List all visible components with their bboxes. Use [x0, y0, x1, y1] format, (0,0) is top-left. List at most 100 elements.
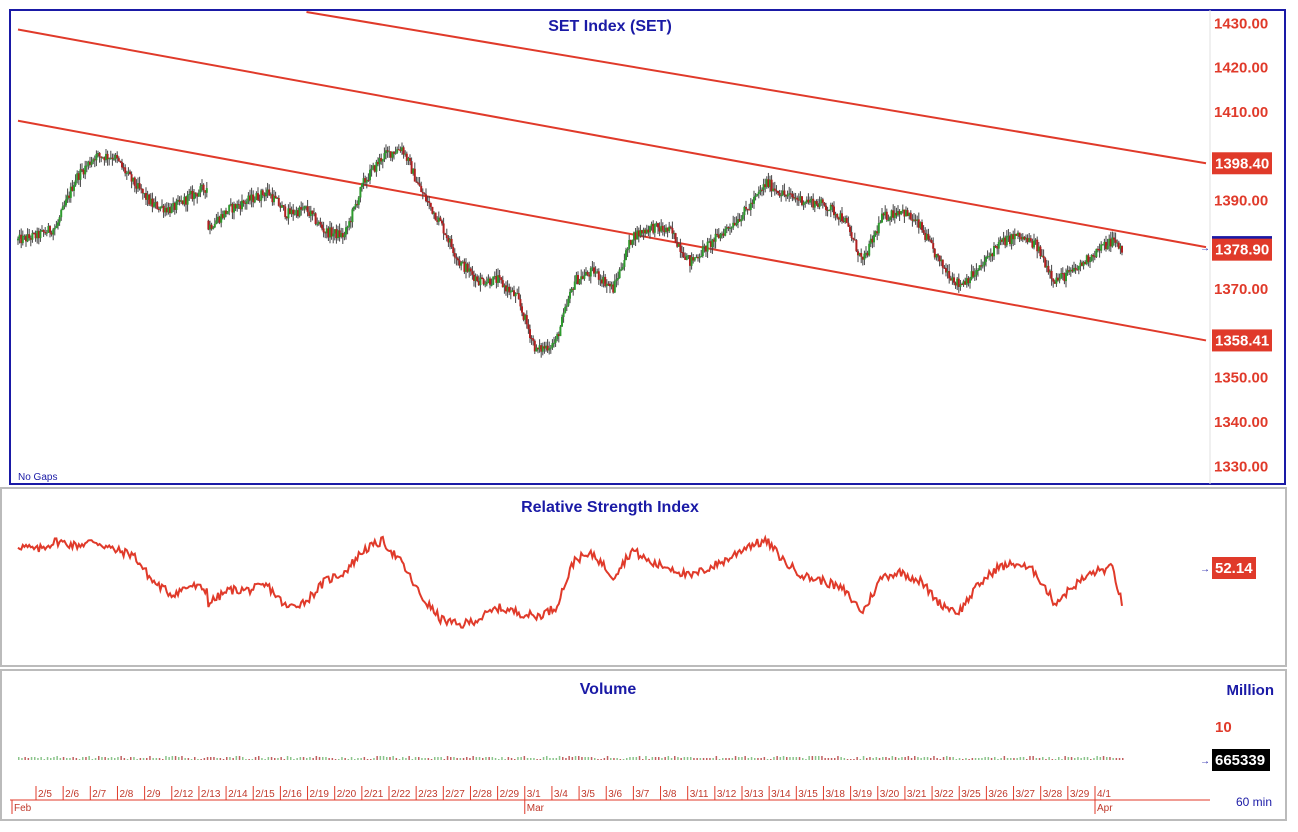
rsi-line — [17, 534, 1123, 629]
volume-bar — [1035, 758, 1038, 760]
date-label: 3/20 — [880, 789, 900, 800]
volume-bar — [562, 757, 564, 760]
volume-bar — [178, 757, 180, 760]
candle-body — [972, 271, 975, 277]
candle-body — [561, 316, 563, 327]
price-y-ticks: 1430.00 1420.00 1410.00 1390.00 1370.00 1350.… — [1214, 15, 1268, 475]
volume-bar — [622, 759, 625, 760]
volume-panel: Volume Million 10 → 665339 2/5 2/6 2/7 2/8 2/… — [0, 669, 1287, 821]
candle-body — [103, 157, 106, 161]
volume-bar — [437, 757, 439, 760]
volume-bar — [645, 756, 647, 760]
candle-body — [60, 210, 63, 218]
volume-bar — [523, 756, 526, 760]
volume-bar — [696, 758, 698, 760]
candle-body — [729, 227, 731, 229]
date-label: 2/15 — [255, 789, 275, 800]
volume-bar — [488, 757, 490, 760]
candle-body — [562, 312, 565, 317]
candle-body — [628, 240, 631, 249]
volume-bar — [811, 756, 814, 760]
volume-bar — [584, 757, 586, 760]
candle-body — [709, 241, 712, 247]
candle-body — [313, 213, 315, 215]
candle-body — [258, 199, 261, 201]
volume-bar — [789, 757, 791, 760]
candle-body — [530, 338, 533, 340]
volume-tag-label: 665339 — [1215, 752, 1265, 769]
candle-body — [804, 202, 807, 204]
volume-bar — [302, 757, 305, 760]
volume-y-tick: 10 — [1215, 719, 1232, 736]
volume-bar — [213, 757, 215, 760]
candle-body — [922, 230, 925, 233]
candle-body — [679, 243, 682, 252]
candle-body — [34, 233, 37, 239]
volume-bar — [590, 757, 593, 760]
volume-bar — [299, 757, 302, 760]
volume-bar — [728, 758, 730, 760]
candle-body — [1037, 246, 1040, 252]
candle-body — [180, 200, 183, 202]
volume-bar — [498, 759, 500, 760]
volume-bar — [72, 757, 74, 760]
price-panel-frame — [9, 9, 1286, 485]
volume-bar — [418, 757, 420, 760]
candle-body — [977, 269, 979, 271]
trend-line-1 — [306, 11, 1207, 165]
candle-body — [636, 230, 639, 240]
candle-body — [865, 252, 867, 254]
candle-body — [1045, 265, 1048, 268]
candle-body — [209, 224, 211, 230]
volume-bar — [296, 758, 298, 760]
candle-body — [130, 174, 133, 182]
candle-body — [215, 220, 218, 224]
candle-body — [137, 183, 139, 189]
date-label: 3/11 — [690, 789, 709, 800]
volume-bar — [331, 758, 334, 760]
candle-body — [125, 172, 128, 174]
candle-body — [282, 205, 285, 207]
candle-body — [205, 188, 208, 193]
candle-body — [162, 205, 165, 213]
candle-body — [618, 269, 621, 279]
volume-bar — [427, 758, 430, 760]
candle-body — [117, 158, 120, 161]
volume-bar — [1010, 758, 1012, 760]
candle-body — [444, 233, 447, 236]
candle-body — [1001, 239, 1003, 242]
volume-tag-box — [1212, 749, 1270, 771]
volume-bar — [581, 757, 583, 760]
volume-bar — [1118, 758, 1121, 760]
candle-body — [708, 241, 711, 243]
volume-bar — [248, 759, 250, 760]
volume-bar — [722, 758, 724, 760]
candle-body — [759, 189, 762, 192]
candle-body — [20, 234, 23, 244]
candle-body — [1116, 242, 1119, 244]
candle-body — [652, 223, 655, 233]
candle-body — [55, 225, 58, 229]
candle-body — [173, 203, 176, 210]
candle-body — [385, 150, 387, 154]
candle-body — [233, 204, 235, 213]
candle-body — [340, 232, 343, 238]
volume-bar — [1102, 756, 1105, 760]
candle-body — [700, 256, 703, 258]
candle-body — [722, 233, 725, 236]
volume-bar — [315, 756, 318, 760]
candle-body — [583, 275, 586, 279]
candle-body — [829, 204, 832, 211]
candle-body — [111, 157, 114, 159]
volume-bar — [1080, 758, 1082, 760]
candle-body — [935, 254, 938, 258]
candle-body — [329, 227, 331, 238]
volume-bar — [680, 758, 682, 760]
candle-body — [612, 284, 615, 293]
volume-bar — [1026, 759, 1028, 760]
candle-body — [647, 229, 650, 233]
volume-bar — [318, 757, 321, 760]
date-label: 3/13 — [744, 789, 764, 800]
price-trend-lines — [17, 11, 1207, 342]
candle-body — [642, 229, 645, 234]
